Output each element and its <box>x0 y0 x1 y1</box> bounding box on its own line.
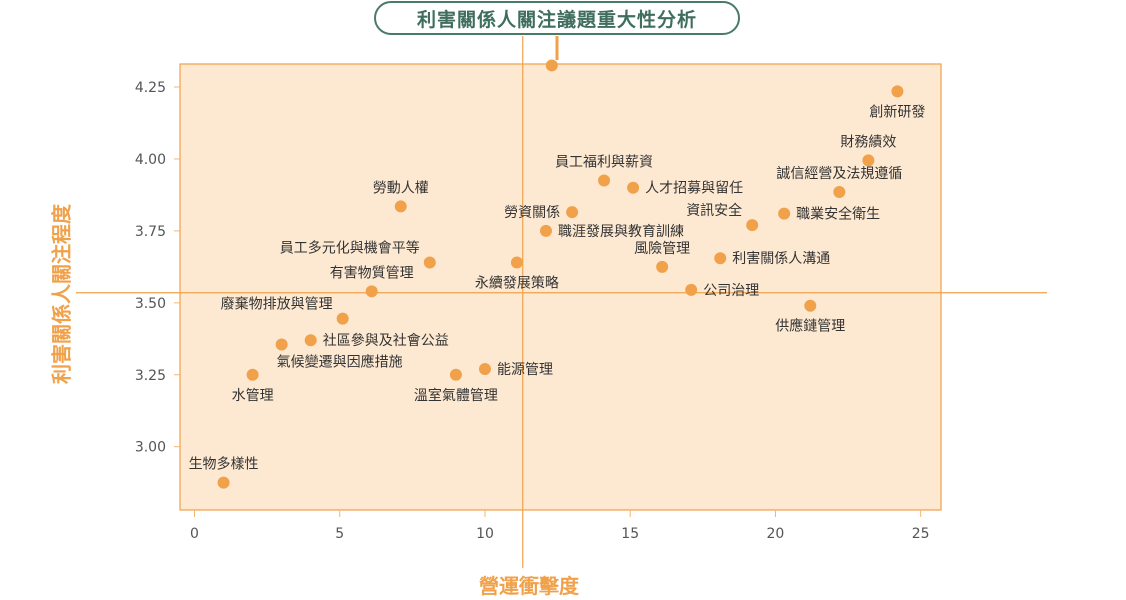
data-label: 財務績效 <box>840 134 896 150</box>
data-label: 員工福利與薪資 <box>555 155 653 171</box>
y-tick-label: 4.25 <box>135 80 166 96</box>
data-point <box>627 181 640 194</box>
data-label: 生物多樣性 <box>189 456 259 473</box>
data-point <box>545 59 558 72</box>
data-point <box>246 368 259 381</box>
data-label: 永續發展策略 <box>475 275 559 292</box>
data-label: 人才招募與留任 <box>645 181 743 197</box>
x-tick-label: 10 <box>476 526 494 542</box>
data-point <box>394 200 407 213</box>
data-label: 勞資關係 <box>504 205 560 221</box>
y-tick-label: 3.75 <box>135 224 166 240</box>
data-point <box>539 224 552 237</box>
x-tick-label: 20 <box>767 526 785 542</box>
data-point <box>778 207 791 220</box>
plot-area <box>179 63 942 511</box>
data-label: 有害物質管理 <box>330 265 414 281</box>
x-tick-label: 15 <box>621 526 639 542</box>
data-point <box>746 219 759 232</box>
data-point <box>217 476 230 489</box>
y-axis-label: 利害關係人關注程度 <box>49 204 74 384</box>
x-tick-label: 25 <box>912 526 930 542</box>
data-point <box>598 174 611 187</box>
data-point <box>423 256 436 269</box>
data-label: 職業安全衛生 <box>796 206 880 223</box>
data-label: 公司治理 <box>703 283 759 299</box>
data-point <box>685 283 698 296</box>
data-label: 供應鏈管理 <box>775 318 845 335</box>
data-label: 溫室氣體管理 <box>414 387 498 404</box>
quadrant-dividers <box>76 36 1047 568</box>
data-points <box>217 59 904 489</box>
data-label: 資訊安全 <box>686 202 742 219</box>
x-axis-label: 營運衝擊度 <box>479 574 579 598</box>
data-label: 誠信經營及法規遵循 <box>776 165 902 182</box>
x-tick-label: 5 <box>335 526 344 542</box>
data-point <box>714 252 727 265</box>
data-label: 創新研發 <box>869 104 925 120</box>
data-point <box>275 338 288 351</box>
data-label: 員工多元化與機會平等 <box>280 240 420 257</box>
data-label: 社區參與及社會公益 <box>323 333 449 349</box>
data-label: 勞動人權 <box>373 180 429 196</box>
data-point <box>304 334 317 347</box>
data-label: 職涯發展與教育訓練 <box>558 224 684 240</box>
data-label: 風險管理 <box>634 241 690 257</box>
x-axis: 0 5 10 15 20 25 <box>190 510 930 542</box>
y-tick-label: 3.00 <box>135 440 166 456</box>
y-tick-label: 3.50 <box>135 296 166 312</box>
data-label: 利害關係人溝通 <box>732 251 830 267</box>
data-point <box>365 285 378 298</box>
data-label: 水管理 <box>232 388 274 404</box>
x-tick-label: 0 <box>190 526 199 542</box>
data-point <box>336 312 349 325</box>
data-point <box>566 206 579 219</box>
plot-background <box>179 63 942 511</box>
data-label: 氣候變遷與因應措施 <box>277 354 403 371</box>
y-tick-label: 4.00 <box>135 152 166 168</box>
data-point <box>656 260 669 273</box>
data-label: 廢棄物排放與管理 <box>221 296 333 313</box>
data-point <box>449 368 462 381</box>
chart-title: 利害關係人關注議題重大性分析 <box>374 1 740 35</box>
data-point <box>833 186 846 199</box>
data-label: 能源管理 <box>497 362 553 378</box>
data-point <box>862 154 875 167</box>
data-point <box>891 85 904 98</box>
data-point <box>510 256 523 269</box>
data-point <box>478 363 491 376</box>
y-axis: 3.00 3.25 3.50 3.75 4.00 4.25 <box>135 80 180 456</box>
data-point <box>804 299 817 312</box>
y-tick-label: 3.25 <box>135 368 166 384</box>
